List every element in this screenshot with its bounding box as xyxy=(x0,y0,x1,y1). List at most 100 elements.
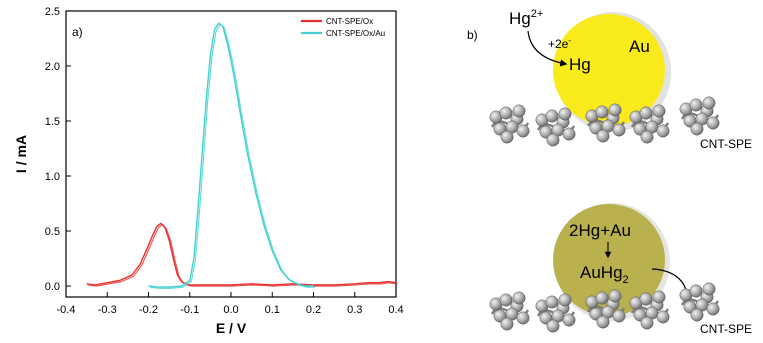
reaction-label: 2Hg+Au xyxy=(569,221,631,240)
nanotube-sphere xyxy=(639,106,653,120)
electron-count: +2e xyxy=(548,37,569,51)
reduction-arrow xyxy=(527,30,568,67)
nanotube-sphere xyxy=(702,96,716,110)
ion-charge: 2+ xyxy=(531,8,544,20)
y-axis-ticks: 0.0 0.5 1.0 1.5 2.0 2.5 xyxy=(45,6,71,293)
y-tick-label: 0.5 xyxy=(45,226,60,238)
amalgam-label: AuHg2 xyxy=(580,263,629,286)
y-tick-label: 2.5 xyxy=(45,6,60,18)
nanotube-bundle-3 xyxy=(629,290,670,330)
scheme-top: Hg2+ +2e- Hg Au CNT-SPE xyxy=(489,8,752,151)
amalgam-particle xyxy=(553,204,665,316)
amalgam-formula: AuHg xyxy=(580,263,623,282)
x-tick-label: 0.2 xyxy=(306,304,321,316)
nanotube-sphere xyxy=(706,116,720,130)
nanotube-bundle-4 xyxy=(679,96,720,136)
voltammogram-chart: -0.4 -0.3 -0.2 -0.1 0.0 0.1 0.2 0.3 0.4 0.0 0.5 1.… xyxy=(13,6,404,336)
y-tick-label: 1.0 xyxy=(45,171,60,183)
panel-label-b: b) xyxy=(467,28,478,42)
nanotube-sphere xyxy=(512,291,526,305)
mercury-product-label: Hg xyxy=(569,55,591,74)
nanotube-bundle-2 xyxy=(585,103,626,143)
x-axis-ticks: -0.4 -0.3 -0.2 -0.1 0.0 0.1 0.2 0.3 0.4 xyxy=(57,292,404,316)
series-line-1 xyxy=(148,22,314,288)
nanotube-sphere xyxy=(545,295,559,309)
nanotube-sphere xyxy=(640,316,654,330)
mercury-gold-scheme: b) Hg2+ +2e- Hg Au CNT-SPE 2Hg+Au AuHg xyxy=(467,8,752,336)
nanotube-bundle-0 xyxy=(489,291,530,331)
nanotube-sphere xyxy=(546,319,560,333)
nanotube-sphere xyxy=(656,124,670,138)
nanotube-sphere xyxy=(656,310,670,324)
y-tick-label: 0.0 xyxy=(45,281,60,293)
nanotube-sphere xyxy=(500,130,514,144)
nanotube-sphere xyxy=(612,123,626,137)
nanotube-sphere xyxy=(558,107,572,121)
nanotube-sphere xyxy=(499,293,513,307)
nanotube-bundle-0 xyxy=(489,104,530,144)
electrode-label-top: CNT-SPE xyxy=(700,137,752,151)
scheme-bottom: 2Hg+Au AuHg2 CNT-SPE xyxy=(489,203,752,336)
carbon-nanotubes-bottom xyxy=(489,282,720,333)
nanotube-sphere xyxy=(562,127,576,141)
nanotube-bundle-1 xyxy=(535,107,576,147)
nanotube-sphere xyxy=(690,308,704,322)
nanotube-sphere xyxy=(595,105,609,119)
x-tick-label: 0.0 xyxy=(223,304,238,316)
nanotube-sphere xyxy=(562,313,576,327)
x-tick-label: 0.1 xyxy=(265,304,280,316)
legend-entry-0: CNT-SPE/Ox xyxy=(301,17,373,26)
electrode-label-bottom: CNT-SPE xyxy=(700,322,752,336)
y-tick-label: 2.0 xyxy=(45,61,60,73)
nanotube-sphere xyxy=(546,133,560,147)
nanotube-sphere xyxy=(516,124,530,138)
x-tick-label: 0.4 xyxy=(388,304,403,316)
mercury-ion-label: Hg2+ xyxy=(509,8,543,28)
nanotube-sphere xyxy=(690,122,704,136)
legend: CNT-SPE/Ox CNT-SPE/Ox/Au xyxy=(301,17,385,38)
legend-entry-1: CNT-SPE/Ox/Au xyxy=(301,29,385,38)
nanotube-sphere xyxy=(652,104,666,118)
y-axis-title: I / mA xyxy=(13,135,29,173)
y-tick-label: 1.5 xyxy=(45,116,60,128)
nanotube-sphere xyxy=(596,129,610,143)
series-layer xyxy=(86,22,398,289)
nanotube-sphere xyxy=(558,293,572,307)
nanotube-sphere xyxy=(689,98,703,112)
x-tick-label: 0.3 xyxy=(347,304,362,316)
nanotube-sphere xyxy=(702,282,716,296)
nanotube-sphere xyxy=(595,291,609,305)
legend-label-1: CNT-SPE/Ox/Au xyxy=(326,29,385,38)
nanotube-sphere xyxy=(689,284,703,298)
nanotube-sphere xyxy=(512,104,526,118)
series-line-0-return xyxy=(88,223,398,287)
nanotube-bundle-4 xyxy=(679,282,720,322)
carbon-nanotubes-top xyxy=(489,96,720,147)
nanotube-sphere xyxy=(640,130,654,144)
nanotube-bundle-2 xyxy=(585,289,626,329)
series-line-0 xyxy=(86,222,397,286)
electron-sign: - xyxy=(568,36,571,45)
x-tick-label: -0.1 xyxy=(180,304,199,316)
nanotube-sphere xyxy=(612,309,626,323)
nanotube-sphere xyxy=(608,103,622,117)
panel-label-a: a) xyxy=(72,25,83,39)
nanotube-sphere xyxy=(545,109,559,123)
x-tick-label: -0.4 xyxy=(57,304,76,316)
nanotube-sphere xyxy=(639,292,653,306)
nanotube-sphere xyxy=(500,317,514,331)
gold-label: Au xyxy=(629,37,650,56)
nanotube-sphere xyxy=(608,289,622,303)
x-tick-label: -0.2 xyxy=(139,304,158,316)
x-tick-label: -0.3 xyxy=(98,304,117,316)
nanotube-sphere xyxy=(596,315,610,329)
gold-particle xyxy=(553,14,665,126)
nanotube-sphere xyxy=(516,311,530,325)
electron-transfer-label: +2e- xyxy=(548,36,571,51)
amalgam-subscript: 2 xyxy=(623,274,629,286)
nanotube-bundle-3 xyxy=(629,104,670,144)
nanotube-bundle-1 xyxy=(535,293,576,333)
ion-symbol: Hg xyxy=(509,9,531,28)
nanotube-sphere xyxy=(706,302,720,316)
